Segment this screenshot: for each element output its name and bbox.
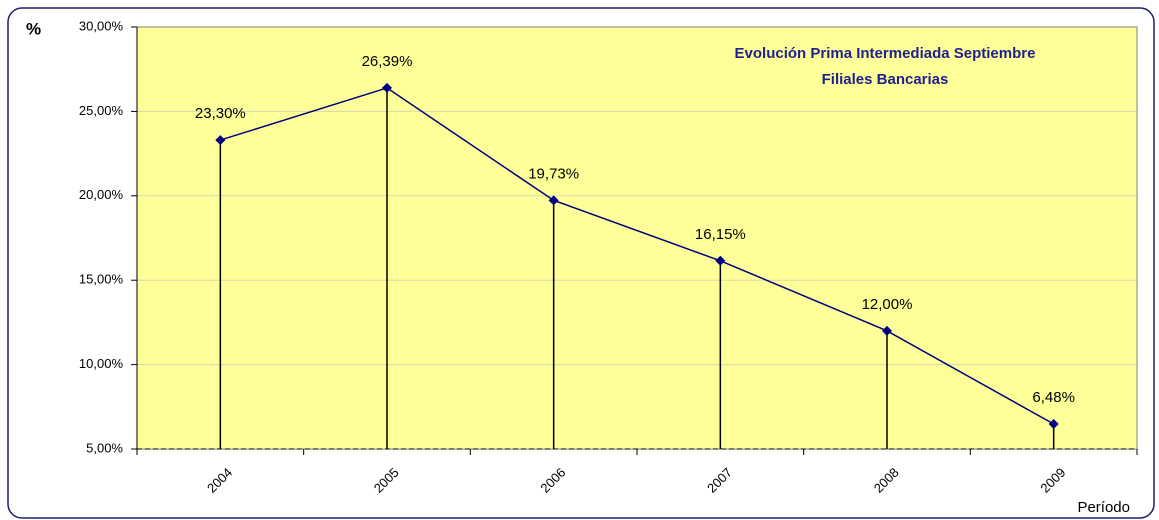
data-label: 12,00% — [862, 296, 913, 313]
data-point — [882, 325, 892, 336]
chart-title: Evolución Prima Intermediada Septiembre — [735, 45, 1036, 62]
data-point — [215, 135, 226, 146]
data-label: 16,15% — [695, 226, 746, 243]
data-label: 26,39% — [362, 53, 413, 70]
data-point — [1048, 419, 1059, 430]
y-tick-label: 20,00% — [79, 187, 124, 202]
data-line — [220, 87, 1055, 425]
y-tick-label: 25,00% — [79, 103, 124, 118]
x-axis-label: Período — [1077, 499, 1130, 516]
data-point — [382, 82, 392, 93]
data-label: 6,48% — [1032, 389, 1075, 406]
y-tick-label: 30,00% — [79, 18, 124, 33]
chart-title: Filiales Bancarias — [822, 71, 949, 88]
data-point — [715, 255, 726, 266]
y-axis-label: % — [26, 19, 41, 38]
y-tick-label: 10,00% — [79, 356, 124, 371]
data-label: 19,73% — [528, 165, 579, 182]
data-point — [548, 195, 559, 206]
y-tick-label: 15,00% — [79, 272, 124, 287]
plot-area — [136, 26, 1138, 450]
y-tick-label: 5,00% — [86, 440, 123, 455]
data-label: 23,30% — [195, 105, 246, 122]
